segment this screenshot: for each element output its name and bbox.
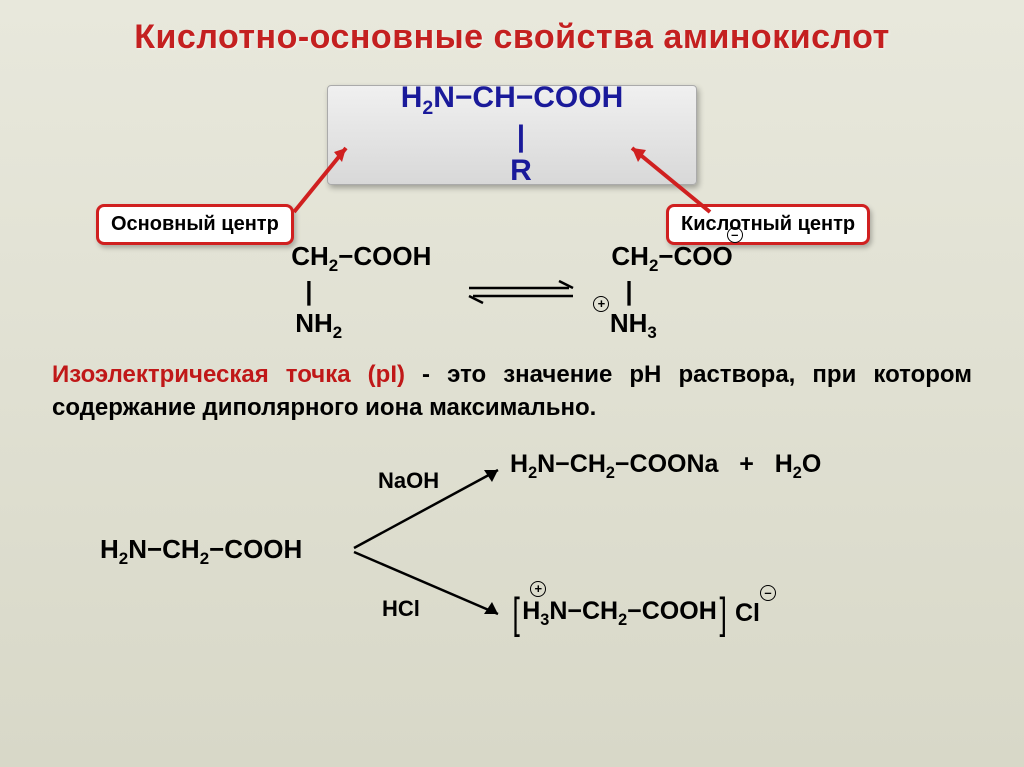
zr-chsub: 2 — [649, 256, 658, 275]
zl-ch: CH — [291, 241, 329, 271]
zl-nhsub: 2 — [333, 323, 342, 342]
formula-sub2: 2 — [422, 97, 433, 119]
zr-nhsub: 3 — [647, 323, 656, 342]
zr-tail: −COO — [658, 241, 732, 271]
product-hydrochloride: [ + H3N−CH2−COOH ] Cl – — [510, 596, 760, 631]
reactant-glycine: H2N−CH2−COOH — [100, 534, 302, 569]
basic-center-callout: Основный центр — [96, 204, 294, 245]
zwitter-right: – CH2−COO | + NH3 — [611, 241, 732, 343]
plus-charge-icon: + — [593, 296, 609, 312]
def-term: Изоэлектрическая точка (pI) — [52, 361, 405, 388]
plus-charge-icon: + — [530, 581, 546, 597]
zwitterion-equilibrium: CH2−COOH | NH2 – CH2−COO | + NH3 — [0, 241, 1024, 343]
callout-arrow-right — [610, 142, 720, 222]
formula-pipe: | — [517, 120, 525, 153]
formula-r: R — [510, 154, 532, 187]
zl-tail: −COOH — [338, 241, 431, 271]
zr-ch: CH — [611, 241, 649, 271]
product-sodium-salt: H2N−CH2−COONa + H2O — [510, 450, 821, 483]
formula-tail: N−CH−COOH — [433, 81, 623, 114]
equilibrium-arrow — [461, 277, 581, 307]
basic-center-label: Основный центр — [111, 213, 279, 235]
minus-charge-icon: – — [727, 227, 743, 243]
zr-nh: NH — [610, 308, 648, 338]
rxn-plus: + — [739, 450, 754, 478]
callout-arrow-left — [286, 142, 386, 222]
reaction-scheme: H2N−CH2−COOH NaOH HCl H2N−CH2−COONa + H2… — [0, 438, 1024, 638]
zl-nh: NH — [295, 308, 333, 338]
isoelectric-definition: Изоэлектрическая точка (pI) - это значен… — [52, 359, 972, 424]
minus-charge-icon: – — [760, 585, 776, 601]
zl-chsub: 2 — [329, 256, 338, 275]
page-title: Кислотно-основные свойства аминокислот — [0, 0, 1024, 57]
formula-main: H2N−CH−COOH | R — [401, 81, 624, 188]
cl-anion: Cl — [735, 599, 760, 627]
reaction-arrows — [346, 458, 516, 626]
formula-h: H — [401, 81, 423, 114]
zwitter-left: CH2−COOH | NH2 — [291, 241, 431, 343]
